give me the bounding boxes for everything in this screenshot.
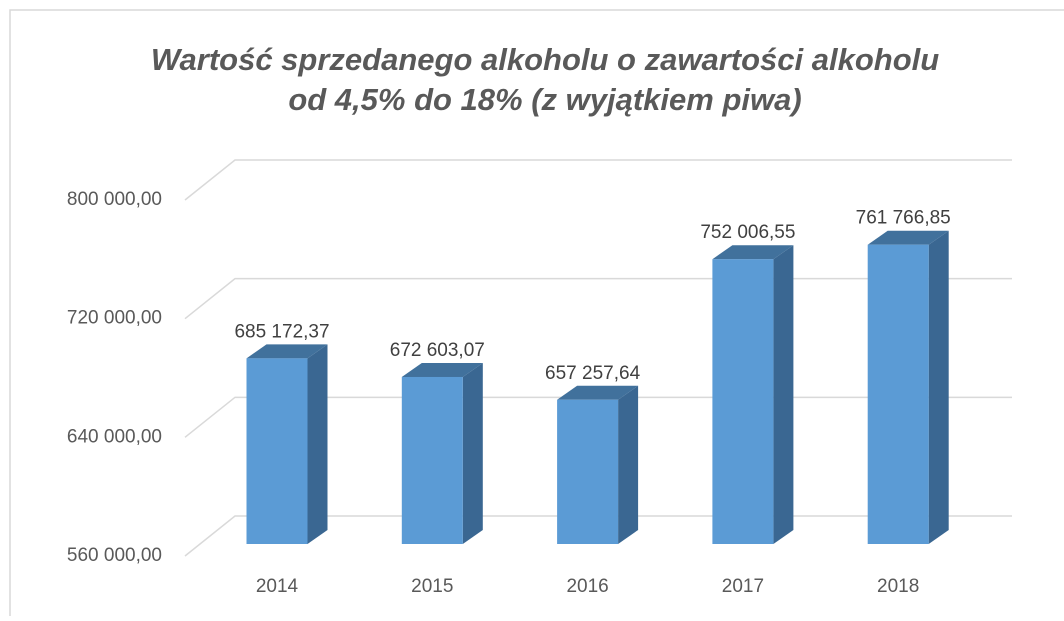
bar: [246, 358, 308, 544]
bar-top: [712, 245, 794, 260]
bar-side: [307, 344, 328, 544]
bar-side: [928, 230, 949, 544]
value-label: 657 257,64: [545, 363, 641, 384]
x-tick-label: 2014: [256, 576, 299, 597]
bar: [712, 259, 774, 544]
chart-title: Wartość sprzedanego alkoholu o zawartośc…: [151, 42, 939, 77]
value-label: 685 172,37: [234, 321, 329, 342]
bar-top: [401, 362, 483, 377]
x-tick-label: 2018: [877, 576, 919, 597]
y-tick-label: 560 000,00: [67, 545, 162, 566]
bar-top: [557, 385, 639, 400]
chart-title: od 4,5% do 18% (z wyjątkiem piwa): [288, 82, 801, 117]
y-tick-label: 720 000,00: [67, 308, 162, 329]
bar: [867, 244, 929, 544]
grid-line: [184, 159, 1012, 201]
bar: [401, 376, 463, 544]
bar-top: [246, 344, 328, 359]
x-tick-label: 2016: [566, 576, 608, 597]
bar: [557, 399, 619, 544]
bar-side: [773, 245, 794, 544]
y-tick-label: 640 000,00: [67, 426, 162, 447]
bar-top: [867, 230, 949, 245]
value-label: 761 766,85: [856, 208, 951, 229]
x-tick-label: 2015: [411, 576, 453, 597]
y-tick-label: 800 000,00: [67, 189, 162, 210]
bar-side: [618, 385, 639, 544]
bar-side: [462, 362, 483, 544]
value-label: 752 006,55: [700, 222, 795, 243]
value-label: 672 603,07: [390, 340, 485, 361]
x-tick-label: 2017: [722, 576, 764, 597]
